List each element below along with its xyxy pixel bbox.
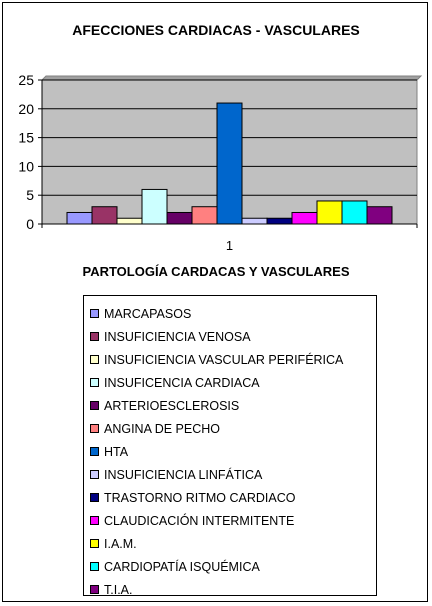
legend-item: ANGINA DE PECHO <box>84 417 376 440</box>
legend-swatch <box>90 470 99 479</box>
bar-i-a-m- <box>316 200 343 225</box>
legend-item: HTA <box>84 440 376 463</box>
y-tick-label: 5 <box>26 187 34 203</box>
bar-insuficiencia-vascular-perif-rica <box>116 217 143 225</box>
chart-title: AFECCIONES CARDIACAS - VASCULARES <box>72 22 360 38</box>
legend-label: INSUFICIENCIA LINFÁTICA <box>104 467 263 482</box>
legend-item: MARCAPASOS <box>84 302 376 325</box>
legend-item: CLAUDICACIÓN INTERMITENTE <box>84 509 376 532</box>
legend-swatch <box>90 401 99 410</box>
legend-swatch <box>90 562 99 571</box>
legend-item: TRASTORNO RITMO CARDIACO <box>84 486 376 509</box>
legend-label: MARCAPASOS <box>104 306 192 321</box>
legend-item: INSUFICIENCIA VENOSA <box>84 325 376 348</box>
legend-item: INSUFICENCIA CARDIACA <box>84 371 376 394</box>
bar-angina-de-pecho <box>191 206 218 225</box>
x-axis-label: PARTOLOGÍA CARDACAS Y VASCULARES <box>82 264 350 279</box>
legend-label: T.I.A. <box>104 582 133 597</box>
legend-label: ARTERIOESCLEROSIS <box>104 398 240 413</box>
bar-trastorno-ritmo-cardiaco <box>266 217 293 225</box>
legend-swatch <box>90 332 99 341</box>
bar-claudicaci-n-intermitente <box>291 211 318 225</box>
bar-insuficencia-cardiaca <box>141 188 168 225</box>
legend-swatch <box>90 516 99 525</box>
legend-swatch <box>90 355 99 364</box>
y-tick-label: 20 <box>18 101 34 117</box>
legend-label: HTA <box>104 444 129 459</box>
legend-swatch <box>90 539 99 548</box>
legend-label: INSUFICIENCIA VASCULAR PERIFÉRICA <box>104 352 344 367</box>
legend-item: INSUFICIENCIA LINFÁTICA <box>84 463 376 486</box>
legend-swatch <box>90 493 99 502</box>
y-tick-label: 0 <box>26 216 34 232</box>
legend-item: ARTERIOESCLEROSIS <box>84 394 376 417</box>
legend-swatch <box>90 378 99 387</box>
bar-insuficiencia-venosa <box>91 206 118 225</box>
legend-item: CARDIOPATÍA ISQUÉMICA <box>84 555 376 578</box>
legend-item: INSUFICIENCIA VASCULAR PERIFÉRICA <box>84 348 376 371</box>
chart-plot: 0 5 10 15 20 25 1 <box>18 72 423 253</box>
legend-label: INSUFICENCIA CARDIACA <box>104 375 260 390</box>
bar-hta <box>216 102 243 225</box>
chart-legend: MARCAPASOS INSUFICIENCIA VENOSA INSUFICIEN… <box>83 295 377 597</box>
bar-arterioesclerosis <box>166 211 193 225</box>
bar-marcapasos <box>66 211 93 225</box>
bar-t-i-a- <box>366 206 393 225</box>
legend-swatch <box>90 424 99 433</box>
legend-swatch <box>90 585 99 594</box>
bar-cardiopat-a-isqu-mica <box>341 200 368 225</box>
legend-label: INSUFICIENCIA VENOSA <box>104 329 251 344</box>
bar-insuficiencia-linf-tica <box>241 217 268 225</box>
x-tick-label: 1 <box>226 238 233 253</box>
legend-label: I.A.M. <box>104 536 137 551</box>
legend-label: CARDIOPATÍA ISQUÉMICA <box>104 559 260 574</box>
legend-swatch <box>90 447 99 456</box>
plot-depth-top <box>40 75 423 81</box>
legend-label: CLAUDICACIÓN INTERMITENTE <box>104 513 295 528</box>
legend-label: ANGINA DE PECHO <box>104 421 220 436</box>
legend-item: T.I.A. <box>84 578 376 601</box>
y-tick-label: 25 <box>18 72 34 88</box>
legend-item: I.A.M. <box>84 532 376 555</box>
y-tick-label: 15 <box>18 130 34 146</box>
legend-label: TRASTORNO RITMO CARDIACO <box>104 490 296 505</box>
legend-swatch <box>90 309 99 318</box>
y-tick-label: 10 <box>18 158 34 174</box>
